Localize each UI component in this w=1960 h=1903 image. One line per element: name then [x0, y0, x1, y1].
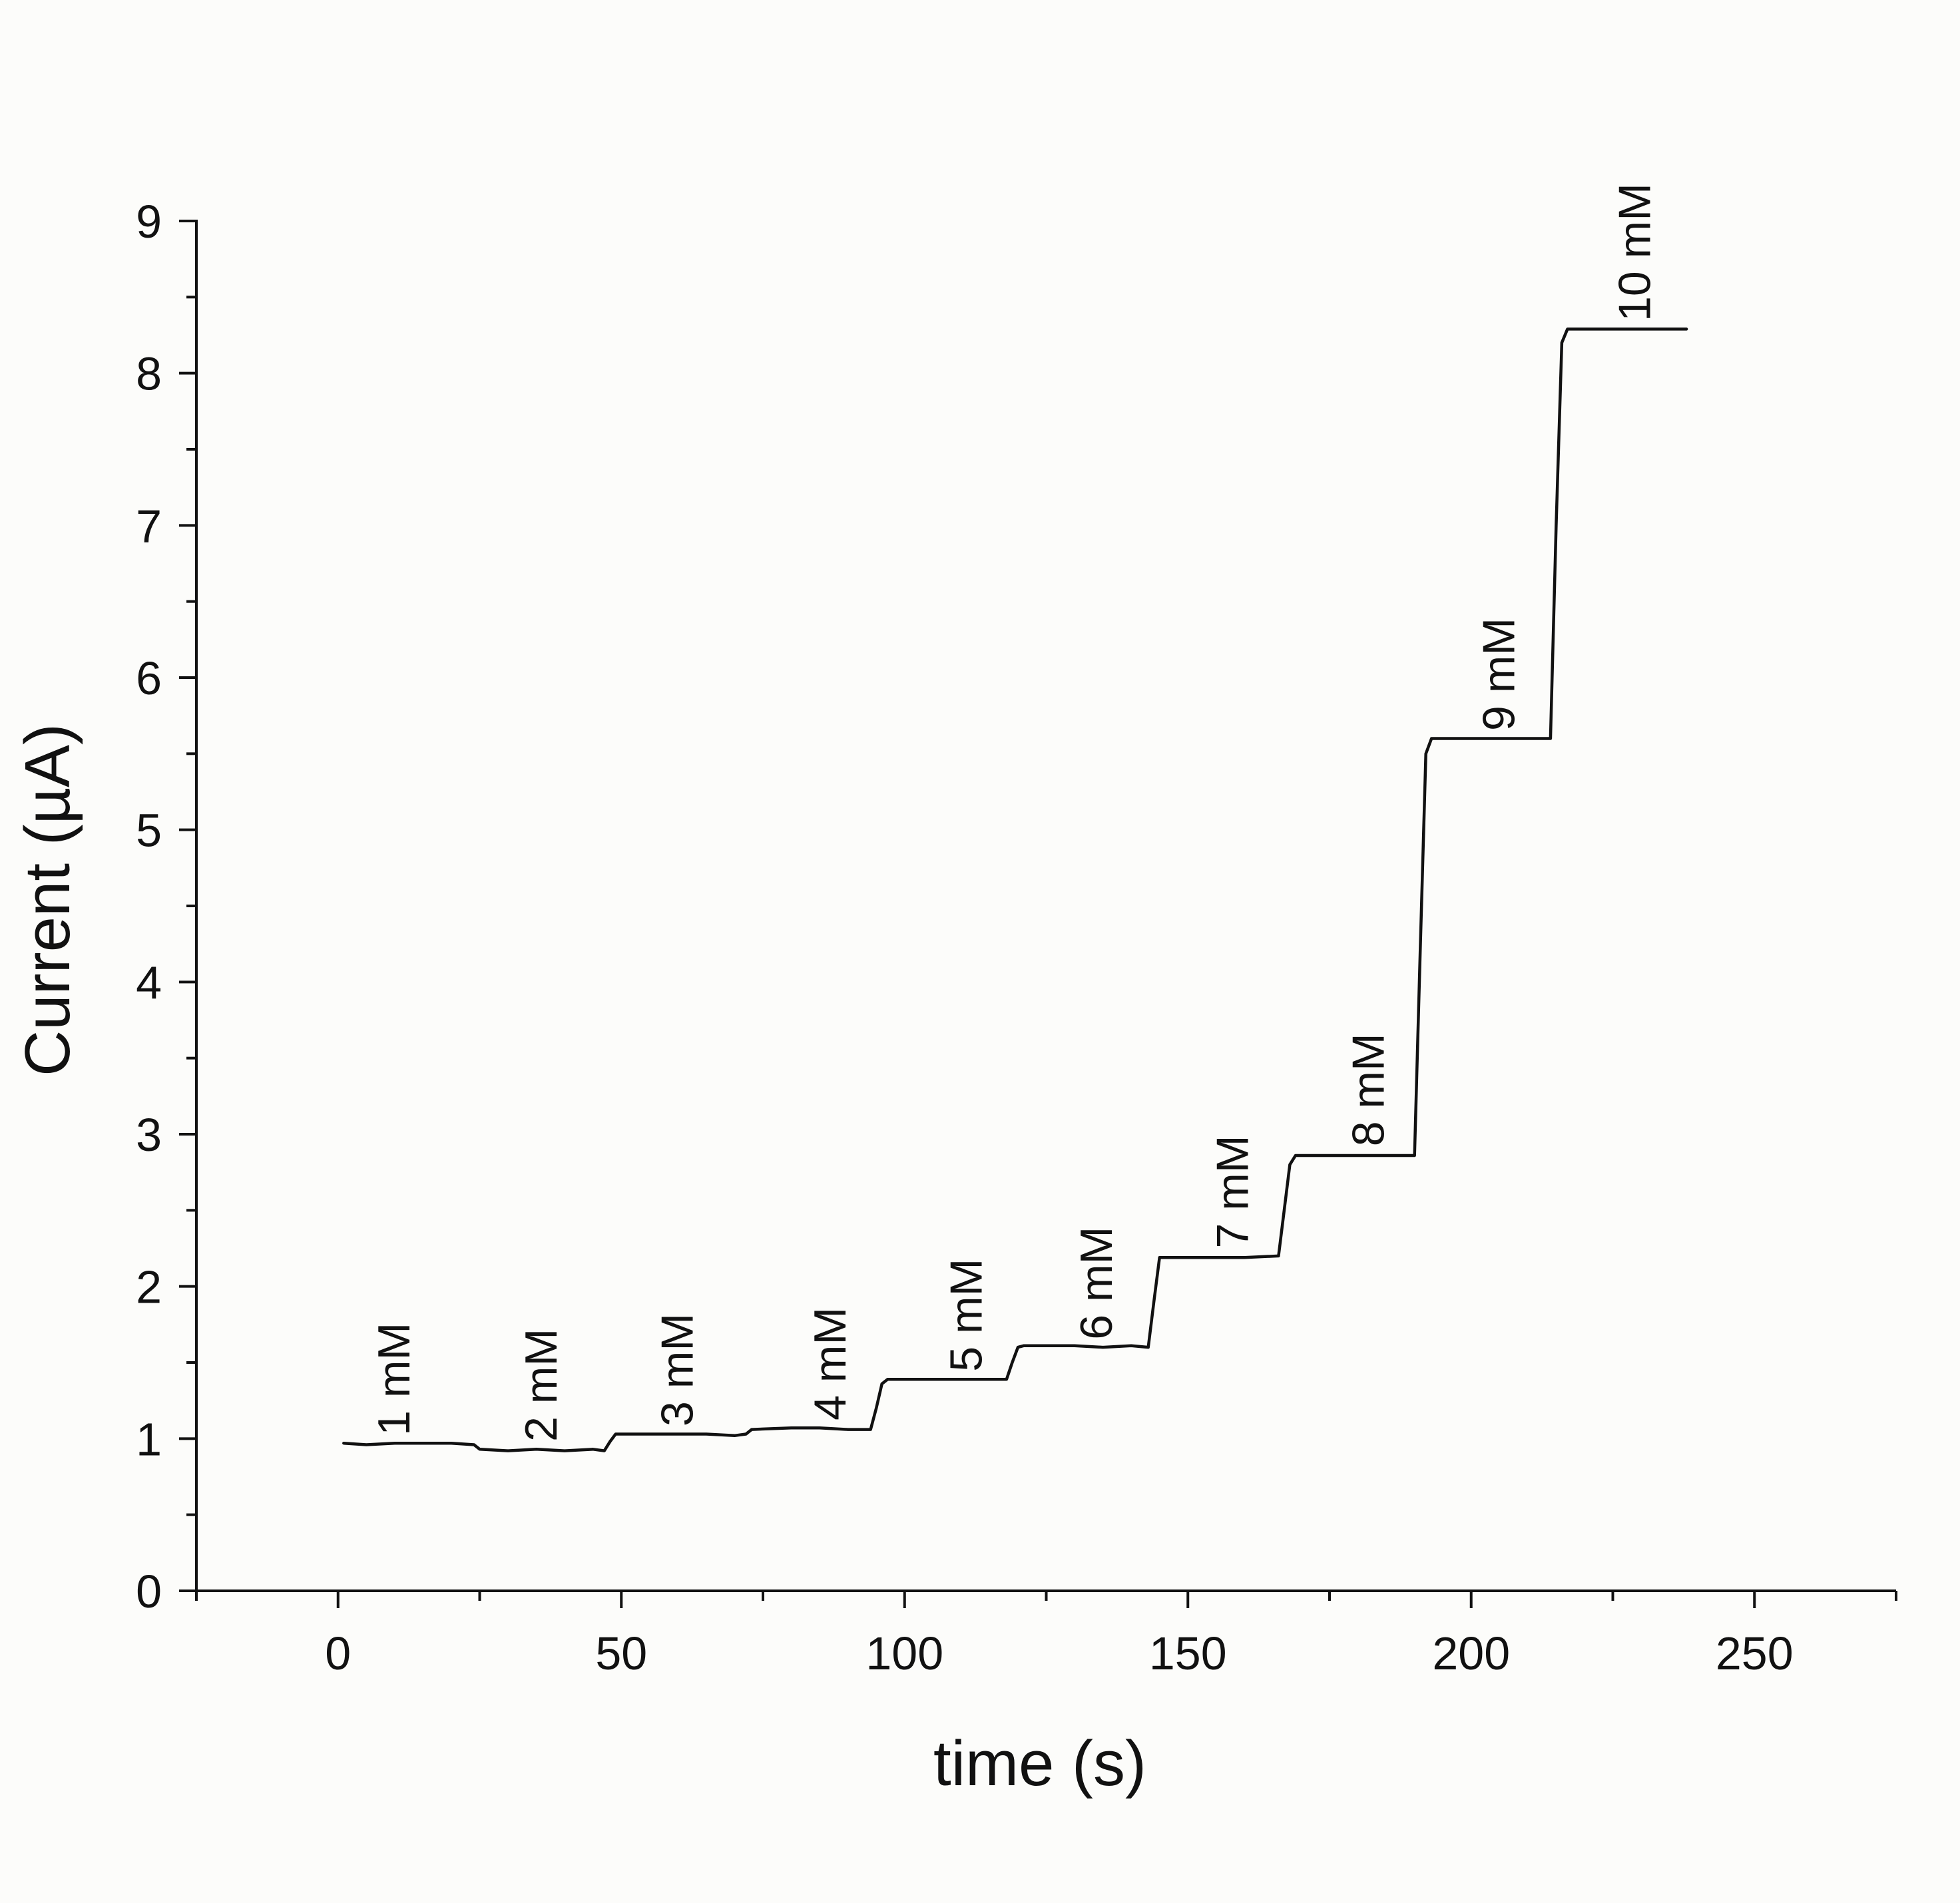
y-ticks-group: 0 1 2 3 4 5 6 7 8 9 — [136, 196, 196, 1617]
concentration-annotation: 4 mM — [805, 1307, 856, 1420]
y-tick-label: 2 — [136, 1261, 162, 1313]
axes-group — [195, 220, 1896, 1592]
y-tick-label: 7 — [136, 500, 162, 552]
concentration-annotation: 7 mM — [1207, 1136, 1258, 1249]
y-tick-label: 1 — [136, 1413, 162, 1465]
x-ticks-group: 0 50 100 150 200 250 — [195, 1591, 1897, 1679]
y-tick-label: 3 — [136, 1109, 162, 1161]
y-tick-label: 5 — [136, 805, 162, 857]
concentration-annotation: 9 mM — [1473, 618, 1524, 731]
annotations-group: 1 mM 2 mM 3 mM 4 mM 5 mM 6 mM 7 mM 8 mM 9 mM 10 m… — [369, 183, 1660, 1442]
x-tick-label: 50 — [595, 1627, 647, 1679]
y-tick-label: 0 — [136, 1566, 162, 1617]
y-tick-label: 9 — [136, 196, 162, 248]
x-axis-title: time (s) — [933, 1728, 1146, 1799]
concentration-annotation: 6 mM — [1071, 1227, 1122, 1340]
x-tick-label: 200 — [1432, 1627, 1510, 1679]
series-line — [342, 327, 1688, 1452]
x-tick-label: 250 — [1716, 1627, 1794, 1679]
concentration-annotation: 3 mM — [652, 1313, 702, 1426]
concentration-annotation: 10 mM — [1610, 183, 1660, 321]
x-tick-label: 150 — [1149, 1627, 1227, 1679]
x-tick-label: 100 — [865, 1627, 943, 1679]
y-axis-title: Current (µA) — [12, 724, 83, 1076]
x-tick-label: 0 — [325, 1627, 351, 1679]
y-tick-label: 8 — [136, 348, 162, 400]
concentration-annotation: 8 mM — [1344, 1033, 1394, 1146]
concentration-annotation: 2 mM — [516, 1329, 567, 1442]
concentration-annotation: 5 mM — [941, 1259, 991, 1372]
y-tick-label: 4 — [136, 956, 162, 1008]
y-tick-label: 6 — [136, 652, 162, 704]
concentration-annotation: 1 mM — [369, 1323, 419, 1436]
